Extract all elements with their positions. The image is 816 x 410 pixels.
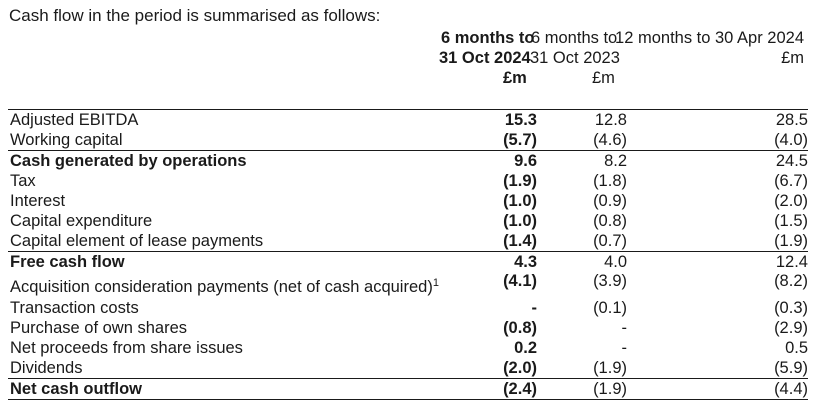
cell-c2: (1.9) — [537, 378, 627, 400]
cell-c1: 9.6 — [514, 151, 537, 170]
intro-text: Cash flow in the period is summarised as… — [9, 6, 381, 25]
cell-c3: (2.0) — [774, 191, 808, 210]
cell-c1: 0.2 — [514, 338, 537, 357]
cell-c1: - — [531, 298, 538, 317]
cash-flow-table: Adjusted EBITDA 15.3 12.8 28.5 Working c… — [8, 109, 808, 400]
table-row: Dividends (2.0) (1.9) (5.9) — [8, 358, 808, 379]
table-row: Acquisition consideration payments (net … — [8, 272, 808, 298]
table-row: Net cash outflow (2.4) (1.9) (4.4) — [8, 378, 808, 400]
cell-c2: (0.9) — [593, 191, 627, 210]
cell-c1: 15.3 — [450, 109, 537, 130]
cell-c1: (2.4) — [450, 378, 537, 400]
table-row: Capital element of lease payments (1.4) … — [8, 231, 808, 252]
table-row: Cash generated by operations 9.6 8.2 24.… — [8, 151, 808, 172]
cell-c1: (1.0) — [503, 191, 537, 210]
row-label: Cash generated by operations — [10, 151, 247, 170]
cell-c2: - — [621, 338, 628, 357]
table-row: Interest (1.0) (0.9) (2.0) — [8, 191, 808, 211]
row-label-text: Acquisition consideration payments (net … — [10, 278, 433, 296]
cell-c3: (1.5) — [774, 211, 808, 230]
row-label: Dividends — [8, 358, 450, 379]
cell-c2: (0.8) — [593, 211, 627, 230]
cell-c1: (5.7) — [450, 130, 537, 151]
cell-c1: (0.8) — [503, 318, 537, 337]
cell-c3: (1.9) — [627, 231, 808, 252]
cell-c1: (1.4) — [450, 231, 537, 252]
cell-c3: (0.3) — [774, 298, 808, 317]
col3-header-line1: 12 months to 30 Apr 2024 — [615, 29, 804, 47]
table-row: Tax (1.9) (1.8) (6.7) — [8, 171, 808, 191]
table-row: Net proceeds from share issues 0.2 - 0.5 — [8, 338, 808, 358]
cell-c1: (4.1) — [503, 272, 537, 290]
cell-c2: (0.7) — [537, 231, 627, 252]
row-label: Interest — [10, 191, 66, 210]
cell-c3: 24.5 — [775, 151, 808, 170]
table-row: Transaction costs - (0.1) (0.3) — [8, 298, 808, 318]
col1-header-line1: 6 months to — [441, 29, 535, 47]
cell-c3: (6.7) — [774, 171, 808, 190]
cell-c3: (8.2) — [774, 272, 808, 290]
cell-c1: (2.0) — [450, 358, 537, 379]
cell-c1: (1.9) — [503, 171, 537, 190]
cell-c3: 0.5 — [785, 338, 808, 357]
row-label: Working capital — [8, 130, 450, 151]
cell-c2: 12.8 — [537, 109, 627, 130]
row-label: Acquisition consideration payments (net … — [8, 272, 450, 298]
col3-header-unit: £m — [781, 49, 804, 67]
row-label: Net proceeds from share issues — [10, 338, 243, 357]
col2-header-unit: £m — [592, 69, 615, 87]
table-row: Working capital (5.7) (4.6) (4.0) — [8, 130, 808, 151]
footnote-marker: 1 — [432, 277, 439, 289]
cell-c1: (1.0) — [503, 211, 537, 230]
cell-c2: (0.1) — [593, 298, 627, 317]
cell-c3: (4.4) — [627, 378, 808, 400]
row-label: Capital element of lease payments — [8, 231, 450, 252]
table-row: Adjusted EBITDA 15.3 12.8 28.5 — [8, 109, 808, 130]
row-label: Capital expenditure — [10, 211, 153, 230]
cell-c3: (5.9) — [627, 358, 808, 379]
row-label: Net cash outflow — [8, 378, 450, 400]
cell-c3: (4.0) — [627, 130, 808, 151]
cell-c2: 8.2 — [604, 151, 627, 170]
row-label: Adjusted EBITDA — [8, 109, 450, 130]
cell-c2: - — [621, 318, 628, 337]
cell-c2: (4.6) — [537, 130, 627, 151]
col2-header-line1: 6 months to — [531, 29, 618, 47]
column-headers: 6 months to 6 months to 12 months to 30 … — [0, 28, 816, 88]
cell-c2: (3.9) — [593, 272, 627, 290]
row-label: Transaction costs — [10, 298, 139, 317]
cell-c1: 4.3 — [514, 252, 537, 271]
row-label: Tax — [10, 171, 36, 190]
table-row: Free cash flow 4.3 4.0 12.4 — [8, 252, 808, 273]
col2-header-line2: 31 Oct 2023 — [530, 49, 620, 67]
col1-header-line2: 31 Oct 2024 — [439, 49, 531, 67]
table-row: Purchase of own shares (0.8) - (2.9) — [8, 318, 808, 338]
cell-c3: (2.9) — [774, 318, 808, 337]
cell-c3: 12.4 — [775, 252, 808, 271]
cell-c2: (1.9) — [537, 358, 627, 379]
cell-c2: (1.8) — [593, 171, 627, 190]
row-label: Purchase of own shares — [10, 318, 188, 337]
col1-header-unit: £m — [503, 69, 527, 87]
table-row: Capital expenditure (1.0) (0.8) (1.5) — [8, 211, 808, 231]
row-label: Free cash flow — [10, 252, 125, 271]
cell-c3: 28.5 — [627, 109, 808, 130]
cell-c2: 4.0 — [604, 252, 627, 271]
